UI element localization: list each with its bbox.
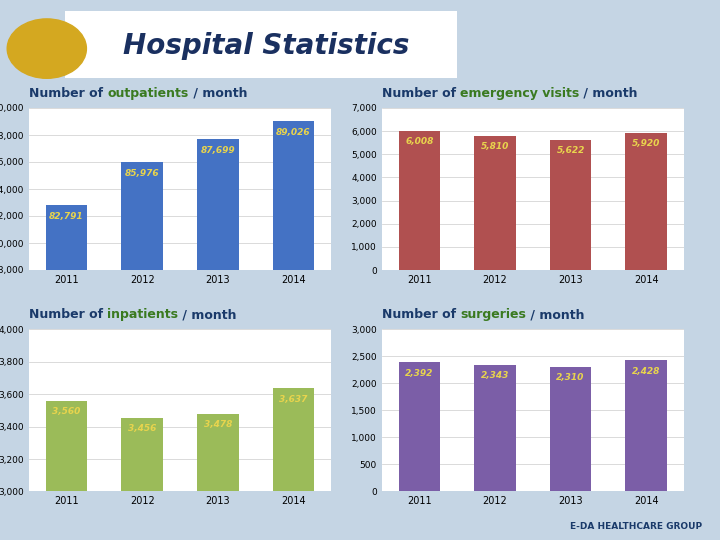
Text: 2,392: 2,392 bbox=[405, 369, 433, 377]
Text: 89,026: 89,026 bbox=[276, 127, 311, 137]
Text: / month: / month bbox=[580, 86, 638, 100]
Bar bbox=[273, 388, 314, 540]
Text: 3,637: 3,637 bbox=[279, 395, 307, 404]
Text: 85,976: 85,976 bbox=[125, 169, 160, 178]
Bar bbox=[474, 365, 516, 491]
Bar bbox=[399, 131, 440, 270]
Text: / month: / month bbox=[526, 308, 585, 321]
Text: emergency visits: emergency visits bbox=[460, 86, 580, 100]
Text: inpatients: inpatients bbox=[107, 308, 179, 321]
Text: 5,622: 5,622 bbox=[557, 146, 585, 156]
Bar bbox=[550, 367, 591, 491]
Bar bbox=[197, 139, 238, 540]
Bar bbox=[122, 417, 163, 540]
Text: / month: / month bbox=[189, 86, 247, 100]
Text: 6,008: 6,008 bbox=[405, 138, 433, 146]
Text: 2,428: 2,428 bbox=[632, 367, 660, 376]
Bar bbox=[399, 362, 440, 491]
Text: Hospital Statistics: Hospital Statistics bbox=[123, 32, 410, 60]
Bar bbox=[474, 136, 516, 270]
Text: 3,560: 3,560 bbox=[53, 407, 81, 416]
Text: / month: / month bbox=[179, 308, 237, 321]
Text: Number of: Number of bbox=[382, 308, 460, 321]
Text: Number of: Number of bbox=[29, 86, 107, 100]
Bar bbox=[626, 133, 667, 270]
Bar bbox=[273, 121, 314, 540]
Text: 3,456: 3,456 bbox=[128, 424, 156, 433]
Text: E-DA HEALTHCARE GROUP: E-DA HEALTHCARE GROUP bbox=[570, 522, 702, 531]
Bar bbox=[122, 163, 163, 540]
Text: 82,791: 82,791 bbox=[49, 212, 84, 221]
Bar bbox=[46, 401, 87, 540]
Bar bbox=[197, 414, 238, 540]
Text: 2,310: 2,310 bbox=[557, 373, 585, 382]
Text: 5,810: 5,810 bbox=[481, 142, 509, 151]
Text: surgeries: surgeries bbox=[460, 308, 526, 321]
Text: outpatients: outpatients bbox=[107, 86, 189, 100]
Text: 87,699: 87,699 bbox=[200, 146, 235, 154]
Text: Number of: Number of bbox=[29, 308, 107, 321]
Bar bbox=[626, 360, 667, 491]
Text: Number of: Number of bbox=[382, 86, 460, 100]
Text: 2,343: 2,343 bbox=[481, 372, 509, 380]
Text: 5,920: 5,920 bbox=[632, 139, 660, 148]
Bar bbox=[46, 205, 87, 540]
Text: 3,478: 3,478 bbox=[204, 421, 232, 429]
Bar bbox=[550, 140, 591, 270]
